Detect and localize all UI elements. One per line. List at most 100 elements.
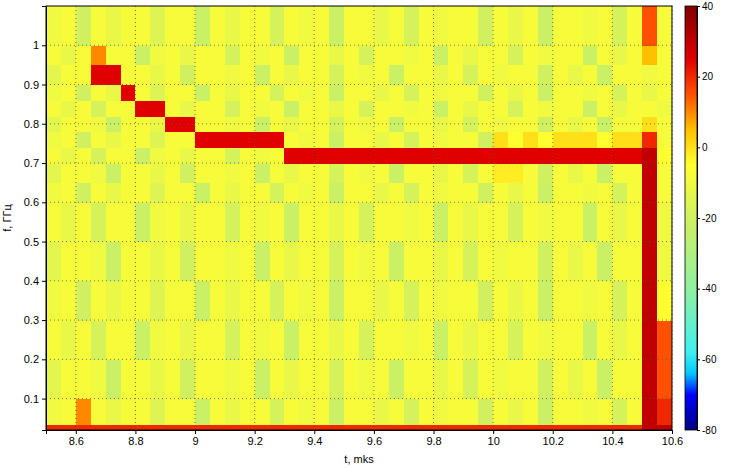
heat-cell	[448, 202, 464, 242]
heat-cell	[568, 424, 584, 430]
heat-cell	[344, 399, 360, 425]
heat-cell	[225, 85, 241, 101]
heat-cell	[61, 85, 77, 101]
heat-cell	[627, 100, 643, 116]
heat-cell	[478, 183, 494, 203]
heat-cell	[538, 116, 554, 132]
heat-cell	[344, 281, 360, 321]
heat-cell	[642, 320, 658, 360]
heat-cell	[314, 424, 330, 430]
heat-cell	[657, 183, 672, 203]
heat-cell	[344, 202, 360, 242]
heat-cell	[270, 242, 286, 282]
heat-cell	[284, 85, 300, 101]
heat-cell	[583, 281, 599, 321]
heat-cell	[46, 281, 62, 321]
heat-cell	[434, 147, 450, 163]
heat-cell	[165, 202, 181, 242]
tick-mark	[612, 430, 613, 434]
heat-cell	[583, 163, 599, 183]
heat-cell	[583, 6, 599, 46]
heat-cell	[538, 45, 554, 65]
heat-cell	[434, 320, 450, 360]
heat-cell	[46, 242, 62, 282]
heat-cell	[508, 65, 524, 85]
heat-cell	[523, 6, 539, 46]
heat-cell	[508, 163, 524, 183]
heat-cell	[91, 281, 107, 321]
heat-cell	[121, 359, 137, 399]
heat-cell	[404, 183, 420, 203]
heat-cell	[91, 100, 107, 116]
heat-cell	[553, 399, 569, 425]
heat-cell	[493, 359, 509, 399]
heat-cell	[612, 6, 628, 46]
heat-cell	[284, 147, 300, 163]
heat-cell	[165, 424, 181, 430]
heat-cell	[91, 85, 107, 101]
heat-cell	[463, 399, 479, 425]
heat-cell	[612, 183, 628, 203]
heat-cell	[106, 147, 122, 163]
heat-cell	[46, 359, 62, 399]
heat-cell	[657, 45, 672, 65]
heat-cell	[180, 320, 196, 360]
heat-cell	[165, 399, 181, 425]
heat-cell	[448, 242, 464, 282]
heat-cell	[568, 281, 584, 321]
heat-cell	[284, 163, 300, 183]
heat-cell	[597, 85, 613, 101]
heat-cell	[106, 424, 122, 430]
heat-cell	[404, 424, 420, 430]
heat-cell	[553, 281, 569, 321]
heat-cell	[374, 85, 390, 101]
heat-cell	[121, 281, 137, 321]
heat-cell	[210, 132, 226, 148]
heat-cell	[568, 242, 584, 282]
heat-cell	[329, 424, 345, 430]
heat-cell	[419, 6, 435, 46]
heat-cell	[270, 100, 286, 116]
heat-cell	[523, 242, 539, 282]
heat-cell	[627, 424, 643, 430]
heat-cell	[419, 132, 435, 148]
heat-cell	[240, 6, 256, 46]
tick-mark	[42, 399, 46, 400]
heat-cell	[389, 116, 405, 132]
heat-cell	[46, 100, 62, 116]
heat-cell	[419, 399, 435, 425]
heat-cell	[627, 163, 643, 183]
heat-cell	[314, 100, 330, 116]
heat-cell	[448, 424, 464, 430]
heat-cell	[195, 320, 211, 360]
tick-mark	[42, 242, 46, 243]
heat-cell	[76, 320, 92, 360]
heat-cell	[419, 202, 435, 242]
heat-cell	[642, 242, 658, 282]
heat-cell	[583, 65, 599, 85]
tick-mark	[314, 430, 315, 434]
heat-cell	[284, 132, 300, 148]
heat-cell	[329, 100, 345, 116]
heat-cell	[642, 359, 658, 399]
heat-cell	[523, 85, 539, 101]
tick-mark	[434, 430, 435, 434]
heat-cell	[627, 242, 643, 282]
heat-cell	[329, 281, 345, 321]
tick: -20	[697, 213, 717, 224]
heat-cell	[135, 163, 151, 183]
heat-cell	[493, 281, 509, 321]
heat-cell	[106, 242, 122, 282]
tick-label: 0.1	[24, 393, 39, 405]
heat-cell	[106, 100, 122, 116]
heat-cell	[434, 281, 450, 321]
tick: -80	[697, 425, 717, 436]
heat-cell	[314, 399, 330, 425]
heat-cell	[597, 100, 613, 116]
heat-cell	[210, 6, 226, 46]
tick-label: 8.8	[128, 435, 143, 447]
heat-cell	[597, 45, 613, 65]
heat-cell	[493, 202, 509, 242]
heat-cell	[180, 132, 196, 148]
heat-cell	[493, 424, 509, 430]
